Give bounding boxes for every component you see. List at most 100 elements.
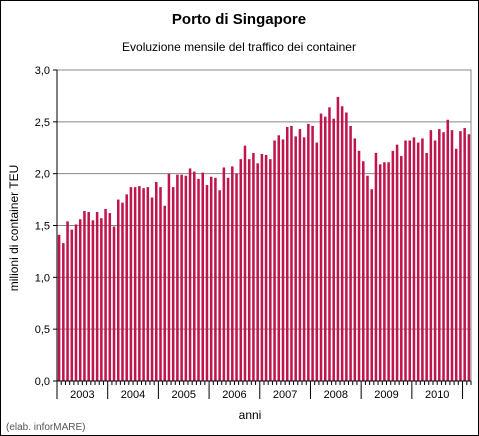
- bar: [91, 220, 95, 381]
- bar: [138, 186, 141, 381]
- bar: [349, 125, 352, 381]
- bar: [239, 159, 243, 381]
- bar: [142, 188, 145, 381]
- x-tick-label: 2007: [273, 389, 297, 401]
- bar: [433, 140, 437, 381]
- bar: [78, 219, 82, 381]
- x-tick-label: 2009: [374, 389, 398, 401]
- bar: [273, 140, 276, 381]
- chart-subtitle: Evoluzione mensile del traffico dei cont…: [122, 40, 356, 54]
- bar: [467, 134, 471, 381]
- bar: [463, 128, 466, 381]
- bar: [307, 123, 310, 381]
- bar: [201, 172, 205, 381]
- bar: [197, 178, 200, 381]
- bar: [176, 174, 179, 381]
- bar: [205, 185, 209, 381]
- x-tick-label: 2005: [171, 389, 195, 401]
- bar: [264, 155, 268, 381]
- bar: [218, 190, 221, 381]
- bar: [256, 163, 259, 381]
- bar: [133, 187, 137, 381]
- x-tick-label: 2003: [70, 389, 94, 401]
- y-tick-label: 0,0: [35, 376, 50, 388]
- bar: [328, 107, 331, 381]
- bar: [163, 205, 166, 381]
- y-tick-label: 2,5: [35, 117, 50, 129]
- bar: [188, 168, 192, 381]
- bar: [298, 129, 302, 381]
- bar: [387, 162, 390, 381]
- bar: [425, 152, 428, 381]
- bar: [450, 130, 454, 381]
- bar: [442, 132, 445, 381]
- bar: [269, 159, 272, 381]
- bar: [362, 161, 365, 381]
- bar: [184, 175, 188, 381]
- y-axis-ticks: 0,0 0,5 1,0 1,5 2,0 2,5 3,0: [35, 65, 57, 388]
- bar: [311, 125, 314, 381]
- bar: [252, 152, 255, 381]
- bar: [125, 194, 128, 381]
- bar: [340, 106, 344, 381]
- bar: [353, 138, 357, 381]
- bar: [383, 162, 386, 381]
- bar: [193, 171, 196, 381]
- bar: [366, 175, 369, 381]
- y-tick-label: 2,0: [35, 169, 50, 181]
- bar: [222, 167, 226, 381]
- y-axis-label: milioni di container TEU: [7, 165, 21, 292]
- bar: [66, 221, 69, 381]
- bar: [454, 148, 458, 381]
- bar: [315, 142, 319, 381]
- bar: [167, 173, 171, 381]
- bar: [412, 137, 416, 381]
- bar: [294, 136, 297, 381]
- bar: [171, 187, 175, 381]
- bar: [214, 177, 217, 381]
- bar: [62, 243, 65, 381]
- bar: [404, 140, 407, 381]
- y-tick-label: 3,0: [35, 65, 50, 77]
- bar: [323, 116, 327, 382]
- bar: [57, 234, 61, 381]
- bar: [416, 142, 420, 381]
- x-tick-label: 2006: [222, 389, 246, 401]
- x-axis-ticks: 2003 2004 2005 2006 2007 2008 2009 2010: [56, 381, 472, 401]
- bar: [231, 166, 234, 381]
- bar: [116, 199, 120, 381]
- bar: [332, 118, 335, 381]
- bar: [277, 135, 281, 381]
- bar: [159, 187, 162, 381]
- bar: [155, 181, 158, 381]
- bar: [247, 159, 251, 381]
- bar: [108, 213, 112, 381]
- y-tick-label: 1,0: [35, 272, 50, 284]
- bar: [378, 164, 382, 381]
- bar: [421, 138, 424, 381]
- bar: [319, 113, 323, 381]
- bar: [243, 145, 247, 381]
- x-axis-label: anni: [239, 408, 262, 422]
- chart-title: Porto di Singapore: [172, 11, 306, 28]
- bar: [438, 129, 441, 381]
- bar: [370, 189, 373, 381]
- x-tick-label: 2010: [425, 389, 449, 401]
- bar: [395, 144, 399, 381]
- bar: [391, 150, 395, 381]
- bar: [345, 112, 348, 381]
- bar: [104, 208, 107, 381]
- bar: [446, 119, 450, 381]
- bar: [290, 125, 293, 381]
- bar: [374, 152, 378, 381]
- bar: [459, 131, 462, 381]
- bar: [74, 224, 78, 381]
- bars: [57, 96, 471, 382]
- bar: [150, 197, 154, 381]
- bar: [408, 140, 412, 381]
- y-tick-label: 0,5: [35, 324, 50, 336]
- bar: [100, 218, 103, 381]
- x-tick-label: 2008: [324, 389, 348, 401]
- bar: [209, 176, 213, 381]
